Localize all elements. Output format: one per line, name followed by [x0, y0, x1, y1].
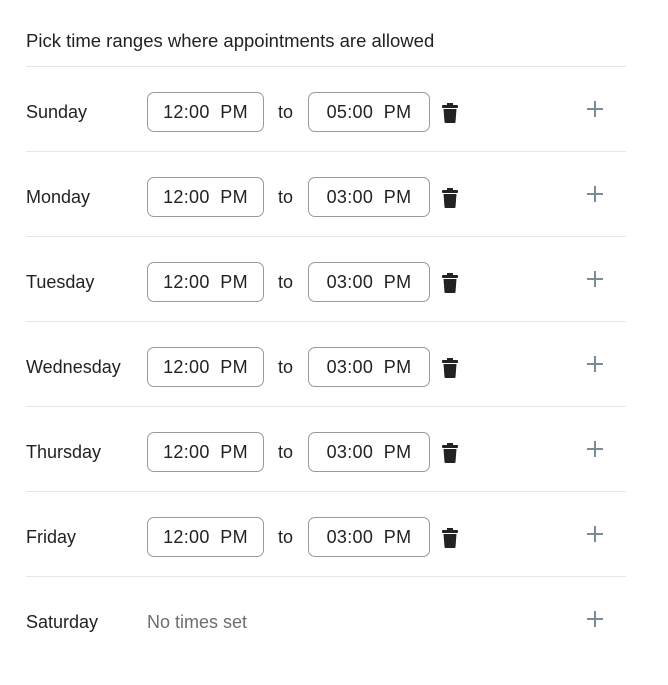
day-label: Monday [26, 187, 91, 207]
day-list: Sunday 12:00 PM to 05:00 PM Monday 12:00 PM to… [26, 67, 626, 662]
availability-panel: Pick time ranges where appointments are … [26, 0, 626, 662]
day-row-wednesday: Wednesday 12:00 PM to 03:00 PM [26, 322, 626, 407]
day-row-saturday: Saturday No times set [26, 577, 626, 662]
day-row-thursday: Thursday 12:00 PM to 03:00 PM [26, 407, 626, 492]
day-row-monday: Monday 12:00 PM to 03:00 PM [26, 152, 626, 237]
trash-icon[interactable] [442, 443, 458, 463]
start-time-input[interactable]: 12:00 PM [147, 517, 264, 557]
start-time-input[interactable]: 12:00 PM [147, 177, 264, 217]
day-row-friday: Friday 12:00 PM to 03:00 PM [26, 492, 626, 577]
plus-icon[interactable] [586, 185, 604, 203]
plus-icon[interactable] [586, 525, 604, 543]
day-row-tuesday: Tuesday 12:00 PM to 03:00 PM [26, 237, 626, 322]
plus-icon[interactable] [586, 610, 604, 628]
day-label: Tuesday [26, 272, 95, 292]
start-time-input[interactable]: 12:00 PM [147, 432, 264, 472]
to-label: to [278, 442, 294, 462]
no-times-label: No times set [147, 612, 248, 632]
trash-icon[interactable] [442, 188, 458, 208]
trash-icon[interactable] [442, 103, 458, 123]
end-time-input[interactable]: 03:00 PM [308, 347, 430, 387]
trash-icon[interactable] [442, 528, 458, 548]
plus-icon[interactable] [586, 440, 604, 458]
start-time-input[interactable]: 12:00 PM [147, 262, 264, 302]
day-label: Sunday [26, 102, 88, 122]
end-time-input[interactable]: 05:00 PM [308, 92, 430, 132]
end-time-input[interactable]: 03:00 PM [308, 262, 430, 302]
to-label: to [278, 527, 294, 547]
to-label: to [278, 357, 294, 377]
trash-icon[interactable] [442, 358, 458, 378]
to-label: to [278, 187, 294, 207]
day-label: Wednesday [26, 357, 121, 377]
to-label: to [278, 102, 294, 122]
end-time-input[interactable]: 03:00 PM [308, 517, 430, 557]
plus-icon[interactable] [586, 100, 604, 118]
start-time-input[interactable]: 12:00 PM [147, 92, 264, 132]
plus-icon[interactable] [586, 270, 604, 288]
day-label: Thursday [26, 442, 102, 462]
day-label: Saturday [26, 612, 99, 632]
start-time-input[interactable]: 12:00 PM [147, 347, 264, 387]
end-time-input[interactable]: 03:00 PM [308, 432, 430, 472]
to-label: to [278, 272, 294, 292]
page-title: Pick time ranges where appointments are … [26, 0, 626, 67]
end-time-input[interactable]: 03:00 PM [308, 177, 430, 217]
trash-icon[interactable] [442, 273, 458, 293]
day-label: Friday [26, 527, 77, 547]
day-row-sunday: Sunday 12:00 PM to 05:00 PM [26, 67, 626, 152]
plus-icon[interactable] [586, 355, 604, 373]
